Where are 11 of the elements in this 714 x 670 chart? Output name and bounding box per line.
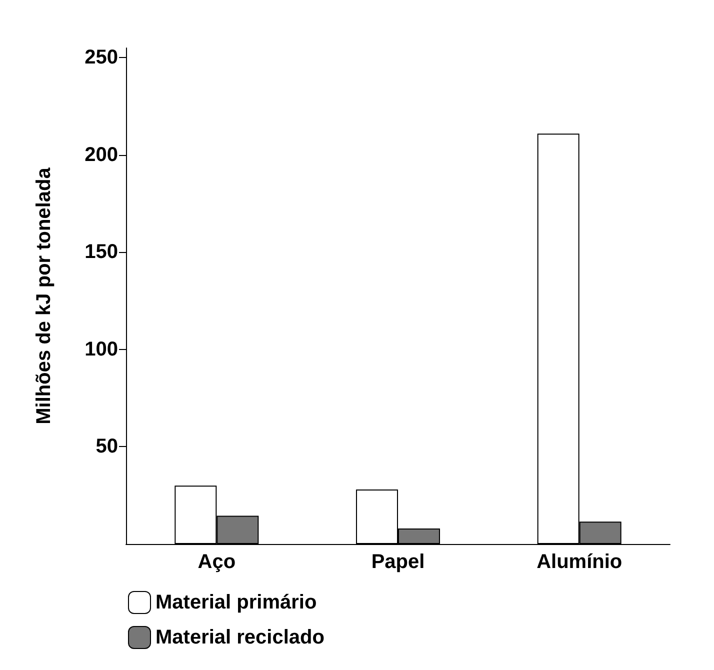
x-tick-label: Papel	[371, 551, 425, 573]
y-tick-label: 100	[84, 338, 118, 360]
y-tick-label: 250	[84, 46, 118, 69]
y-tick-label: 50	[96, 436, 118, 458]
legend-label: Material reciclado	[156, 626, 324, 648]
y-tick-label: 200	[84, 144, 118, 166]
y-axis-title: Milhões de kJ por tonelada	[33, 166, 55, 424]
y-tick-label: 150	[84, 241, 118, 264]
x-tick-label: Aço	[198, 551, 236, 573]
x-tick-label: Alumínio	[536, 551, 622, 573]
legend-label: Material primário	[156, 592, 317, 614]
